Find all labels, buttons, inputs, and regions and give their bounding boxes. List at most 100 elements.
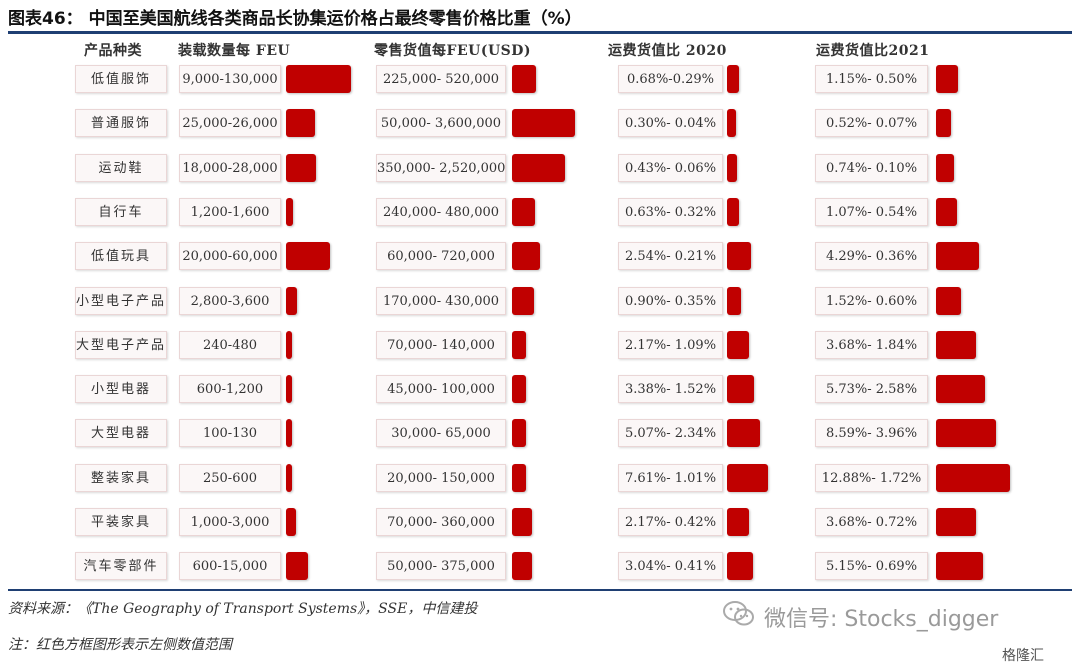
- retail-cell: 240,000- 480,000: [376, 198, 506, 226]
- ratio-2021-cell: 5.15%- 0.69%: [815, 552, 928, 580]
- product-cell: 低值服饰: [75, 65, 167, 93]
- source-note: 资料来源：《The Geography of Transport Systems…: [8, 601, 478, 617]
- product-cell: 普通服饰: [75, 109, 167, 137]
- ratio-2021-range-bar: [936, 375, 985, 403]
- ratio-2020-cell: 2.54%- 0.21%: [618, 242, 723, 270]
- ratio-2020-range-bar: [727, 154, 737, 182]
- load-range-bar: [286, 287, 297, 315]
- ratio-2021-cell: 5.73%- 2.58%: [815, 375, 928, 403]
- ratio-2020-range-bar: [727, 198, 739, 226]
- ratio-2020-cell: 0.63%- 0.32%: [618, 198, 723, 226]
- load-range-bar: [286, 331, 292, 359]
- ratio-2021-range-bar: [936, 508, 976, 536]
- ratio-2020-cell: 2.17%- 1.09%: [618, 331, 723, 359]
- retail-range-bar: [512, 65, 536, 93]
- ratio-2020-cell: 0.68%-0.29%: [618, 65, 723, 93]
- retail-range-bar: [512, 198, 535, 226]
- retail-cell: 45,000- 100,000: [376, 375, 506, 403]
- ratio-2020-range-bar: [727, 508, 749, 536]
- retail-cell: 50,000- 3,600,000: [376, 109, 506, 137]
- retail-range-bar: [512, 508, 532, 536]
- ratio-2021-range-bar: [936, 287, 961, 315]
- ratio-2020-cell: 0.90%- 0.35%: [618, 287, 723, 315]
- retail-cell: 20,000- 150,000: [376, 464, 506, 492]
- retail-range-bar: [512, 287, 534, 315]
- retail-cell: 70,000- 140,000: [376, 331, 506, 359]
- ratio-2020-range-bar: [727, 552, 753, 580]
- product-cell: 大型电器: [75, 419, 167, 447]
- retail-range-bar: [512, 552, 532, 580]
- load-cell: 1,200-1,600: [179, 198, 281, 226]
- product-cell: 小型电器: [75, 375, 167, 403]
- load-range-bar: [286, 65, 351, 93]
- load-cell: 2,800-3,600: [179, 287, 281, 315]
- load-range-bar: [286, 464, 292, 492]
- ratio-2020-cell: 7.61%- 1.01%: [618, 464, 723, 492]
- load-cell: 600-15,000: [179, 552, 281, 580]
- ratio-2020-range-bar: [727, 375, 754, 403]
- ratio-2021-cell: 3.68%- 1.84%: [815, 331, 928, 359]
- load-cell: 250-600: [179, 464, 281, 492]
- retail-cell: 60,000- 720,000: [376, 242, 506, 270]
- load-range-bar: [286, 508, 296, 536]
- retail-range-bar: [512, 464, 526, 492]
- ratio-2020-range-bar: [727, 287, 741, 315]
- ratio-2021-cell: 0.52%- 0.07%: [815, 109, 928, 137]
- ratio-2020-cell: 5.07%- 2.34%: [618, 419, 723, 447]
- load-cell: 600-1,200: [179, 375, 281, 403]
- ratio-2020-cell: 0.43%- 0.06%: [618, 154, 723, 182]
- load-range-bar: [286, 198, 293, 226]
- product-cell: 小型电子产品: [75, 287, 167, 315]
- product-cell: 汽车零部件: [75, 552, 167, 580]
- header-load: 装载数量每 FEU: [178, 43, 291, 59]
- retail-cell: 70,000- 360,000: [376, 508, 506, 536]
- ratio-2021-range-bar: [936, 552, 983, 580]
- ratio-2021-range-bar: [936, 242, 979, 270]
- product-cell: 自行车: [75, 198, 167, 226]
- retail-cell: 225,000- 520,000: [376, 65, 506, 93]
- retail-cell: 30,000- 65,000: [376, 419, 506, 447]
- ratio-2020-cell: 3.04%- 0.41%: [618, 552, 723, 580]
- load-cell: 9,000-130,000: [179, 65, 281, 93]
- load-range-bar: [286, 375, 292, 403]
- product-cell: 整装家具: [75, 464, 167, 492]
- header-ratio-2021: 运费货值比2021: [816, 43, 930, 59]
- retail-range-bar: [512, 109, 575, 137]
- ratio-2021-range-bar: [936, 154, 954, 182]
- header-retail: 零售货值每FEU(USD): [374, 43, 532, 59]
- load-cell: 18,000-28,000: [179, 154, 281, 182]
- header-ratio-2020: 运费货值比 2020: [608, 43, 727, 59]
- ratio-2021-cell: 8.59%- 3.96%: [815, 419, 928, 447]
- ratio-2021-cell: 1.07%- 0.54%: [815, 198, 928, 226]
- retail-cell: 350,000- 2,520,000: [376, 154, 506, 182]
- load-cell: 100-130: [179, 419, 281, 447]
- ratio-2021-cell: 1.52%- 0.60%: [815, 287, 928, 315]
- load-cell: 25,000-26,000: [179, 109, 281, 137]
- retail-range-bar: [512, 331, 526, 359]
- footnote: 注：红色方框图形表示左侧数值范围: [8, 637, 232, 653]
- ratio-2020-cell: 0.30%- 0.04%: [618, 109, 723, 137]
- retail-cell: 50,000- 375,000: [376, 552, 506, 580]
- watermark-text: 微信号: Stocks_digger: [764, 607, 999, 632]
- load-range-bar: [286, 109, 315, 137]
- ratio-2020-range-bar: [727, 65, 739, 93]
- ratio-2020-range-bar: [727, 464, 768, 492]
- ratio-2021-cell: 1.15%- 0.50%: [815, 65, 928, 93]
- ratio-2021-cell: 0.74%- 0.10%: [815, 154, 928, 182]
- load-range-bar: [286, 154, 316, 182]
- retail-cell: 170,000- 430,000: [376, 287, 506, 315]
- product-cell: 平装家具: [75, 508, 167, 536]
- ratio-2020-range-bar: [727, 242, 751, 270]
- retail-range-bar: [512, 242, 540, 270]
- ratio-2020-cell: 2.17%- 0.42%: [618, 508, 723, 536]
- ratio-2021-range-bar: [936, 198, 957, 226]
- brand-logo: 格隆汇: [1002, 648, 1044, 664]
- ratio-2021-range-bar: [936, 464, 1010, 492]
- load-cell: 20,000-60,000: [179, 242, 281, 270]
- wechat-icon: [723, 601, 754, 626]
- ratio-2021-range-bar: [936, 419, 996, 447]
- header-product: 产品种类: [84, 43, 142, 59]
- ratio-2021-range-bar: [936, 331, 976, 359]
- retail-range-bar: [512, 375, 526, 403]
- ratio-2021-range-bar: [936, 65, 958, 93]
